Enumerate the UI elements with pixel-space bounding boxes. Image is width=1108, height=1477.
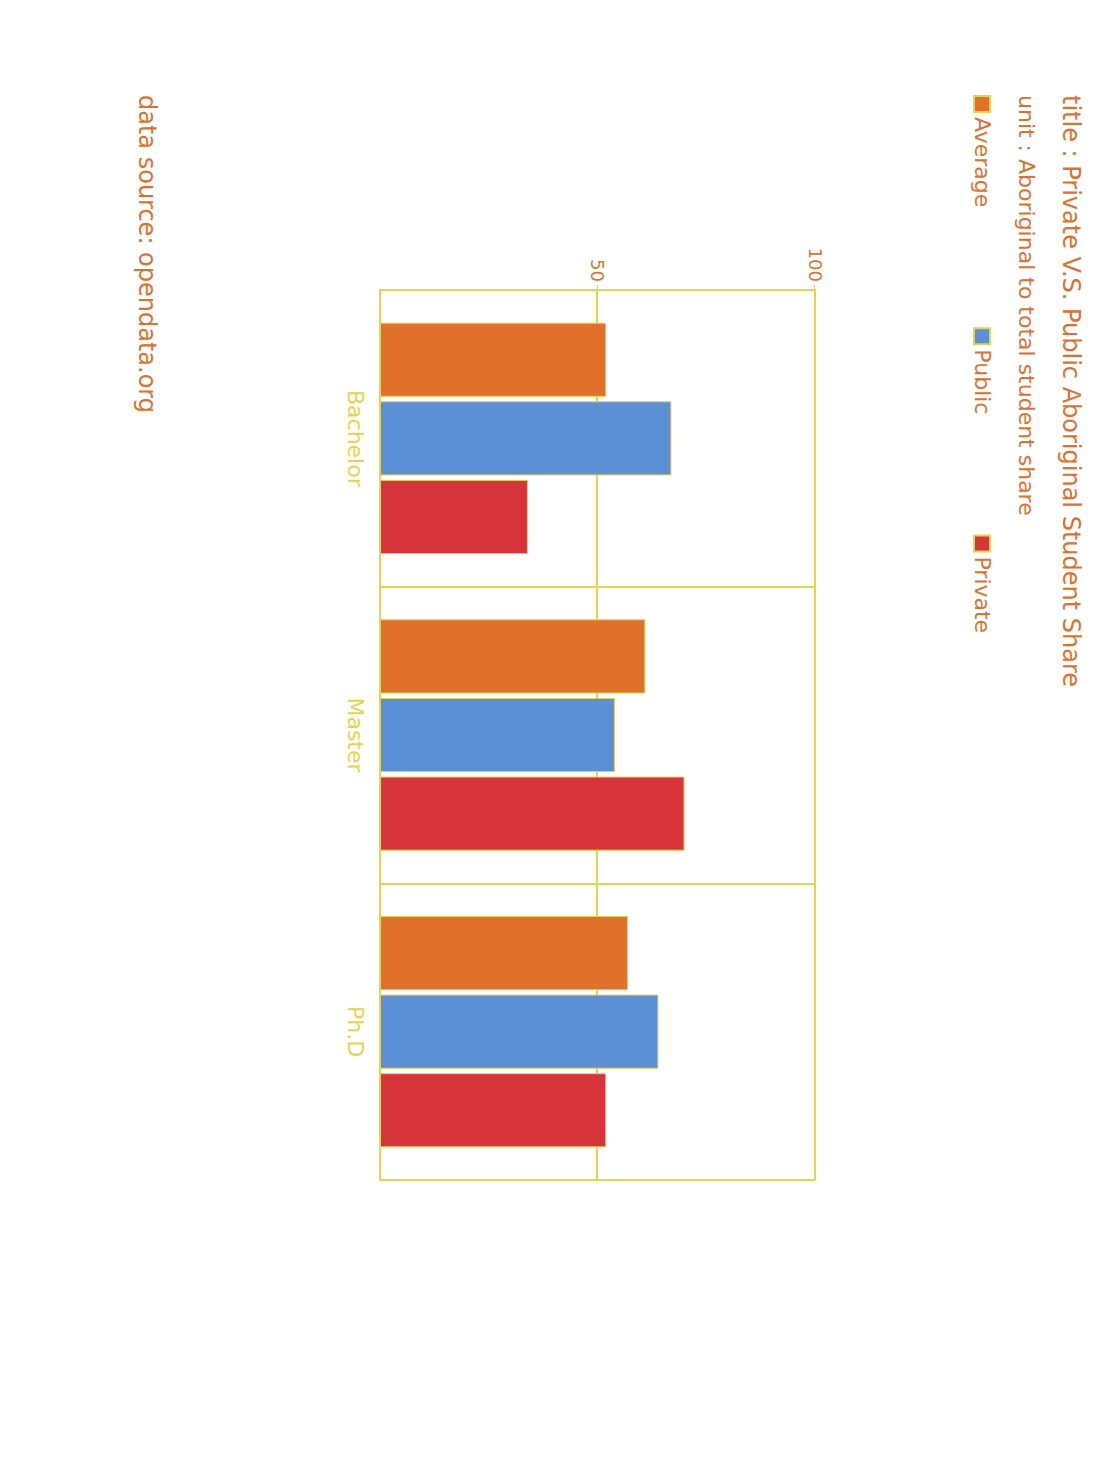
svg-text:Ph.D: Ph.D bbox=[343, 1006, 368, 1057]
svg-text:Average: Average bbox=[970, 117, 995, 207]
svg-text:Bachelor: Bachelor bbox=[343, 390, 368, 488]
svg-text:unit : Aboriginal to total stu: unit : Aboriginal to total student share bbox=[1014, 95, 1039, 516]
svg-text:50: 50 bbox=[587, 259, 608, 282]
svg-text:data source: opendata.org: data source: opendata.org bbox=[133, 95, 161, 413]
svg-text:100: 100 bbox=[805, 248, 826, 282]
svg-text:Private: Private bbox=[970, 556, 995, 633]
svg-text:title : Private V.S. Public Ab: title : Private V.S. Public Aboriginal S… bbox=[1057, 95, 1085, 687]
svg-text:Public: Public bbox=[970, 349, 995, 414]
svg-text:Master: Master bbox=[343, 697, 368, 773]
